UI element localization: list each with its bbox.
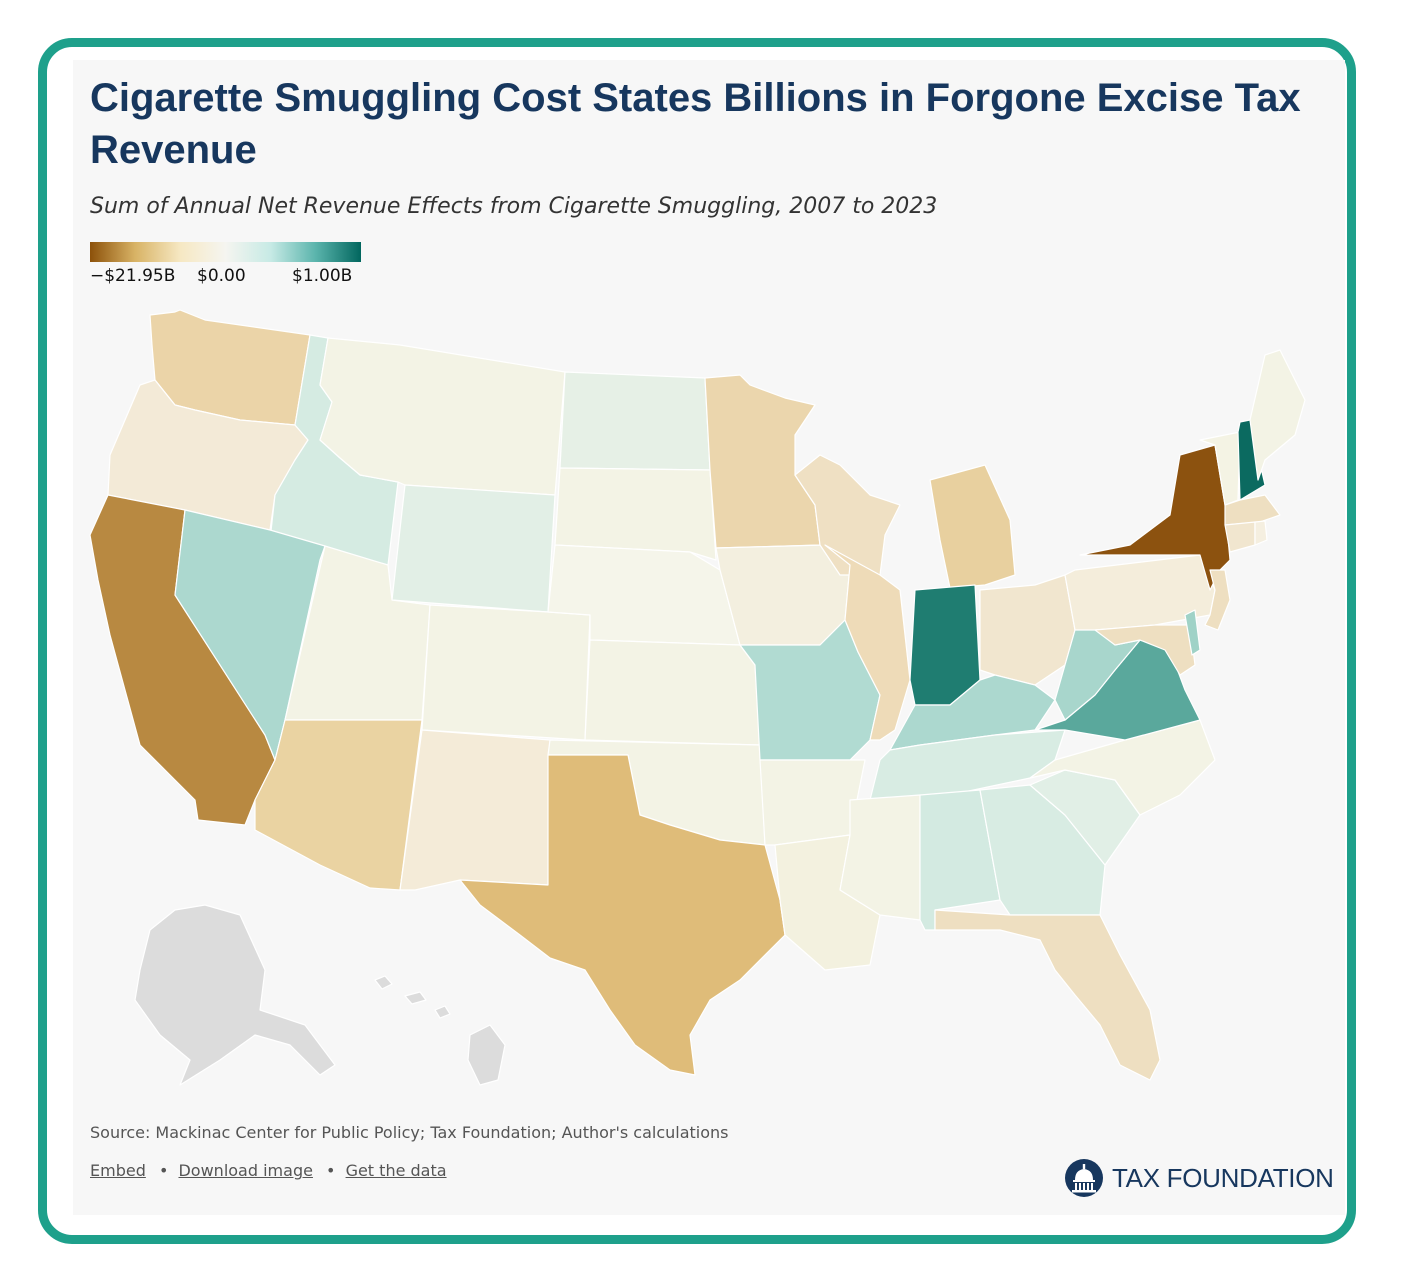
us-state-map bbox=[89, 309, 1306, 1086]
state-oh[interactable] bbox=[979, 574, 1076, 686]
state-tx[interactable] bbox=[459, 754, 786, 1076]
state-ks[interactable] bbox=[584, 639, 761, 746]
logo-text: TAX FOUNDATION bbox=[1112, 1162, 1334, 1193]
state-nd[interactable] bbox=[559, 371, 711, 471]
capitol-dome-icon bbox=[1065, 1159, 1103, 1197]
link-separator: • bbox=[326, 1161, 336, 1180]
state-wi[interactable] bbox=[794, 454, 901, 576]
source-note: Source: Mackinac Center for Public Polic… bbox=[90, 1123, 729, 1142]
state-sd[interactable] bbox=[554, 467, 717, 561]
state-nj[interactable] bbox=[1204, 569, 1231, 631]
state-me[interactable] bbox=[1249, 349, 1306, 481]
state-md[interactable] bbox=[1094, 624, 1196, 676]
state-az[interactable] bbox=[254, 719, 423, 891]
state-il[interactable] bbox=[824, 544, 911, 741]
legend-max-label: $1.00B bbox=[292, 266, 353, 286]
link-separator: • bbox=[158, 1161, 169, 1180]
state-co[interactable] bbox=[421, 604, 591, 741]
state-mi[interactable] bbox=[929, 464, 1016, 589]
download-image-link[interactable]: Download image bbox=[178, 1161, 313, 1180]
state-fl[interactable] bbox=[934, 909, 1161, 1081]
state-wy[interactable] bbox=[391, 484, 556, 613]
state-hi[interactable] bbox=[374, 975, 506, 1086]
legend-min-label: −$21.95B bbox=[90, 266, 176, 286]
state-nm[interactable] bbox=[399, 729, 551, 891]
state-mt[interactable] bbox=[319, 337, 566, 496]
state-ri[interactable] bbox=[1254, 520, 1268, 546]
legend-mid-label: $0.00 bbox=[197, 266, 246, 286]
state-ar[interactable] bbox=[759, 759, 866, 846]
state-ak[interactable] bbox=[134, 904, 336, 1086]
state-ct[interactable] bbox=[1224, 521, 1256, 553]
chart-title: Cigarette Smuggling Cost States Billions… bbox=[90, 76, 1301, 172]
state-de[interactable] bbox=[1184, 609, 1201, 656]
chart-subtitle: Sum of Annual Net Revenue Effects from C… bbox=[90, 194, 938, 219]
embed-link[interactable]: Embed bbox=[90, 1161, 146, 1180]
tax-foundation-logo[interactable]: TAX FOUNDATION bbox=[1064, 1158, 1334, 1198]
get-data-link[interactable]: Get the data bbox=[345, 1161, 447, 1180]
legend-color-scale bbox=[90, 242, 361, 262]
state-mn[interactable] bbox=[704, 374, 821, 549]
footer-links: Embed • Download image • Get the data bbox=[90, 1161, 447, 1180]
state-in[interactable] bbox=[909, 584, 981, 706]
